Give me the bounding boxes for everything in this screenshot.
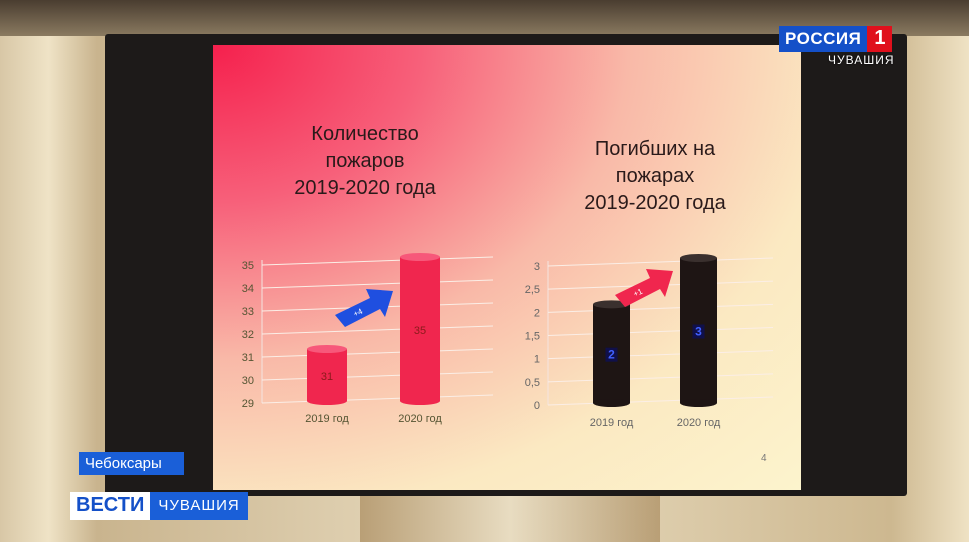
y-tick-label: 35 <box>242 260 254 272</box>
bar <box>400 257 440 401</box>
channel-number: 1 <box>867 26 893 52</box>
y-tick-label: 34 <box>242 283 254 295</box>
gridline <box>547 303 774 313</box>
presentation-slide: Количество пожаров 2019-2020 года Погибш… <box>213 45 801 490</box>
chart-1-title: Количество пожаров 2019-2020 года <box>265 121 465 202</box>
title-line: Погибших на <box>594 138 716 160</box>
y-tick-label: 33 <box>242 306 254 318</box>
monitor-stand <box>360 496 660 542</box>
data-label: 3 <box>695 325 702 339</box>
y-tick-label: 0 <box>534 400 540 412</box>
y-tick-label: 3 <box>534 261 540 273</box>
growth-label: +1 <box>632 286 645 298</box>
gridline <box>547 327 774 336</box>
bar-base <box>307 397 347 405</box>
gridline <box>261 325 494 335</box>
x-tick-label: 2019 год <box>590 417 634 429</box>
data-label: 2 <box>608 348 615 362</box>
gridline <box>547 373 774 383</box>
gridline <box>547 396 774 406</box>
data-label: 35 <box>414 325 426 337</box>
bar-base <box>593 399 630 407</box>
data-label-bg <box>605 347 618 362</box>
y-tick-label: 31 <box>242 352 254 364</box>
location-caption: Чебоксары <box>79 452 184 475</box>
bar <box>307 349 347 401</box>
y-tick-label: 2 <box>534 307 540 319</box>
bar-base <box>400 397 440 405</box>
gridline <box>261 394 494 404</box>
y-tick-label: 32 <box>242 329 254 341</box>
x-tick-label: 2019 год <box>305 413 349 425</box>
program-region: ЧУВАШИЯ <box>150 492 248 520</box>
data-label: 31 <box>321 371 333 383</box>
gridline <box>261 256 494 266</box>
y-tick-label: 0,5 <box>525 377 540 389</box>
bar-base <box>680 399 717 407</box>
bar-top <box>593 300 630 309</box>
channel-name: РОССИЯ <box>779 26 868 52</box>
bar-top <box>307 345 347 353</box>
title-line: Количество <box>311 123 419 145</box>
y-tick-label: 1,5 <box>525 331 540 343</box>
channel-logo: РОССИЯ 1 <box>779 26 893 52</box>
growth-arrow <box>335 289 393 327</box>
x-tick-label: 2020 год <box>398 413 442 425</box>
growth-label: +4 <box>352 306 365 318</box>
x-tick-label: 2020 год <box>677 417 721 429</box>
title-line: пожарах <box>615 165 695 187</box>
program-name: ВЕСТИ <box>70 492 151 520</box>
gridline <box>261 371 494 381</box>
y-tick-label: 1 <box>534 354 540 366</box>
y-tick-label: 29 <box>242 398 254 410</box>
gridline <box>261 279 494 289</box>
title-line: 2019-2020 года <box>294 177 436 199</box>
y-tick-label: 2,5 <box>525 284 540 296</box>
title-line: 2019-2020 года <box>584 192 726 214</box>
data-label-bg <box>692 324 705 339</box>
title-line: пожаров <box>325 150 405 172</box>
gridline <box>547 257 774 267</box>
gridline <box>261 348 494 358</box>
y-tick-label: 30 <box>242 375 254 387</box>
growth-arrow <box>615 269 673 307</box>
channel-region: ЧУВАШИЯ <box>828 53 895 67</box>
gridline <box>547 350 774 360</box>
program-logo: ВЕСТИ ЧУВАШИЯ <box>70 492 248 520</box>
bar-top <box>680 254 717 262</box>
bar-top <box>400 253 440 261</box>
page-number: 4 <box>761 453 767 464</box>
chart-2-title: Погибших на пожарах 2019-2020 года <box>555 136 755 217</box>
